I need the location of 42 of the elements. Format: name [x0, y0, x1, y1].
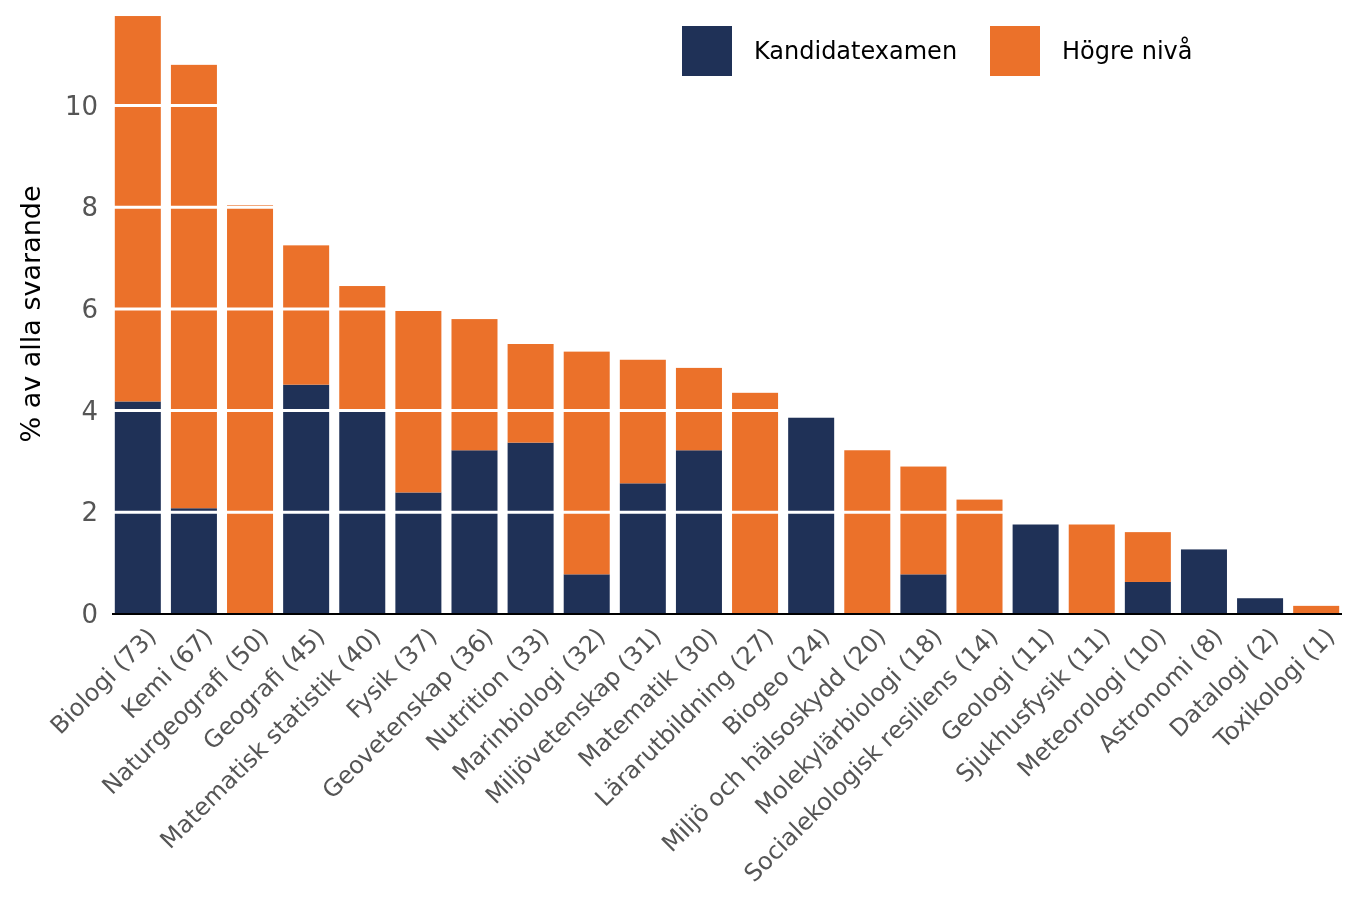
bar	[170, 64, 217, 509]
bar	[619, 483, 666, 614]
y-tick-label: 4	[81, 395, 98, 426]
bar	[339, 411, 386, 614]
y-tick-label: 2	[81, 497, 98, 528]
bar	[451, 450, 498, 614]
bar	[395, 492, 442, 614]
bar	[339, 286, 386, 412]
bar	[900, 466, 947, 575]
bar	[114, 16, 161, 402]
bar	[956, 499, 1003, 614]
bar	[451, 319, 498, 451]
bar	[900, 574, 947, 614]
bar	[1180, 549, 1227, 614]
bar	[675, 367, 722, 451]
bar	[1068, 524, 1115, 614]
bar	[675, 450, 722, 614]
bar	[563, 574, 610, 614]
legend-label: Högre nivå	[1062, 36, 1193, 66]
bar	[732, 392, 779, 614]
bar	[283, 245, 330, 385]
legend-label: Kandidatexamen	[754, 37, 958, 66]
bar	[563, 351, 610, 575]
bar	[788, 417, 835, 614]
y-tick-label: 8	[81, 192, 98, 223]
bar	[1124, 581, 1171, 614]
y-tick-label: 10	[64, 90, 98, 121]
bar	[507, 442, 554, 614]
bar	[619, 359, 666, 484]
bar	[844, 450, 891, 614]
bar	[227, 205, 274, 614]
bar	[1012, 524, 1059, 614]
bar	[170, 508, 217, 614]
bar	[114, 401, 161, 614]
y-axis-title: % av alla svarande	[15, 185, 46, 443]
y-tick-label: 6	[81, 294, 98, 325]
bar	[283, 384, 330, 614]
bar	[395, 310, 442, 493]
bar	[507, 344, 554, 443]
bar	[1124, 532, 1171, 582]
y-tick-label: 0	[81, 599, 98, 630]
bar	[1237, 598, 1284, 614]
